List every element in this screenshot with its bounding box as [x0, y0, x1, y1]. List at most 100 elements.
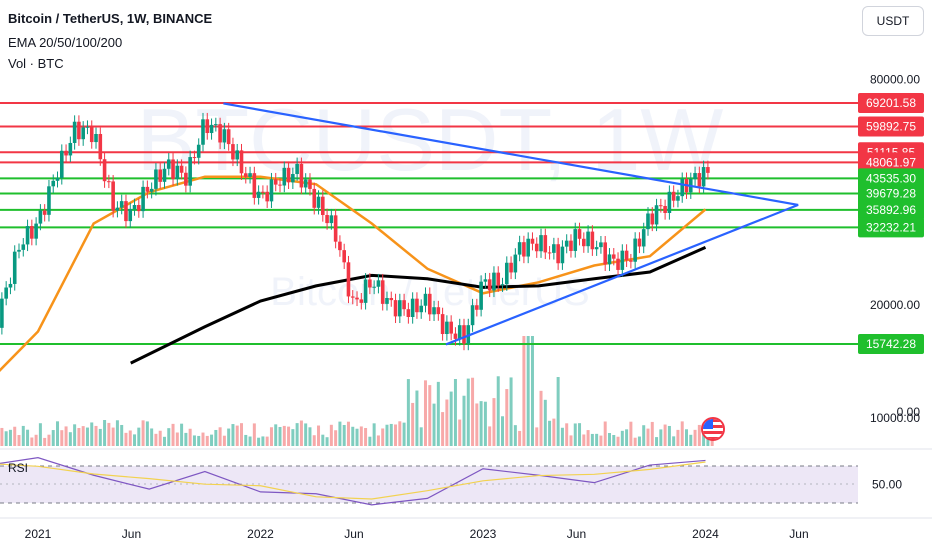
candle-body	[449, 321, 453, 334]
candle-body	[590, 231, 595, 250]
volume-legend[interactable]: Vol · BTC	[8, 56, 64, 71]
ema-line-orange	[0, 175, 707, 373]
candle-body	[376, 280, 381, 287]
us-flag-icon[interactable]	[701, 417, 725, 441]
candle-body	[363, 279, 368, 303]
candle-body	[385, 298, 389, 304]
support-price-label-bg	[858, 334, 924, 354]
volume-bar	[389, 423, 393, 446]
candle-body	[85, 126, 90, 128]
symbol-title[interactable]: Bitcoin / TetherUS, 1W, BINANCE	[8, 11, 213, 26]
currency-button[interactable]: USDT	[862, 6, 924, 36]
candle-body	[25, 226, 30, 245]
volume-bar	[381, 428, 385, 446]
candle-body	[12, 251, 17, 284]
indicator-legend[interactable]: EMA 20/50/100/200	[8, 35, 123, 50]
candle-body	[573, 229, 578, 251]
volume-bar	[629, 421, 633, 446]
volume-bar	[308, 427, 312, 446]
candle-body	[4, 287, 8, 299]
volume-bar	[244, 434, 248, 446]
candle-body	[338, 241, 342, 251]
candle-body	[620, 250, 625, 270]
volume-bar	[513, 425, 517, 446]
candle-body	[316, 196, 321, 208]
volume-bar	[415, 390, 419, 446]
candle-body	[372, 286, 376, 288]
candle-body	[560, 246, 565, 264]
candle-body	[650, 213, 655, 225]
horizontal-levels[interactable]	[0, 102, 858, 345]
candle-body	[222, 129, 227, 143]
volume-bar	[4, 431, 8, 446]
volume-bar	[240, 423, 244, 446]
candle-body	[500, 284, 505, 286]
volume-bar	[201, 432, 205, 446]
volume-bar	[693, 429, 697, 446]
volume-bar	[103, 420, 107, 446]
candle-body	[582, 238, 586, 247]
rsi-legend[interactable]: RSI	[8, 461, 29, 475]
candle-body	[693, 173, 697, 180]
volume-bar	[94, 425, 98, 446]
candle-body	[166, 159, 171, 169]
volume-bar	[582, 434, 586, 446]
candle-body	[603, 242, 608, 265]
time-axis[interactable]: 2021 Jun 2022 Jun 2023 Jun 2024 Jun	[25, 527, 809, 541]
candle-body	[68, 142, 73, 156]
volume-bar	[607, 433, 611, 446]
candle-body	[77, 121, 81, 140]
candle-body	[492, 272, 496, 291]
candle-body	[179, 165, 184, 173]
candle-body	[329, 215, 334, 224]
trendlines[interactable]	[223, 102, 799, 346]
volume-bar	[184, 432, 188, 446]
candle-body	[51, 180, 56, 187]
candle-body	[398, 300, 402, 317]
volume-bar	[90, 422, 94, 446]
candle-body	[475, 305, 479, 310]
volume-bar	[436, 381, 440, 446]
candle-body	[115, 207, 120, 211]
price-axis[interactable]: 80000.00 20000.00 10000.000.00 50.00	[870, 72, 920, 491]
candle-body	[432, 307, 436, 315]
volume-bar	[197, 435, 201, 446]
volume-bar	[633, 437, 637, 446]
time-tick-label: 2022	[247, 527, 274, 541]
candle-body	[697, 173, 702, 187]
volume-bar	[30, 437, 34, 446]
volume-bar	[141, 420, 145, 446]
volume-bar	[535, 427, 539, 446]
volume-bar	[565, 423, 569, 446]
time-tick-label: Jun	[344, 527, 363, 541]
candle-body	[226, 129, 231, 145]
volume-bar	[317, 425, 321, 446]
volume-bar	[34, 434, 38, 446]
volume-bar	[590, 433, 594, 446]
candle-body	[98, 133, 103, 160]
candle-body	[21, 244, 26, 250]
price-labels[interactable]: 69201.5859892.7551115.8548061.9743535.30…	[858, 93, 924, 354]
volume-bar	[620, 430, 624, 446]
volume-bar	[479, 401, 483, 446]
support-price-label-bg	[858, 168, 924, 189]
volume-bar	[321, 434, 325, 446]
candle-body	[569, 240, 573, 251]
candle-body	[81, 127, 85, 140]
resistance-price-label: 59892.75	[866, 120, 916, 134]
volume-bar	[56, 421, 60, 446]
candle-body	[248, 173, 252, 177]
candle-body	[124, 201, 128, 222]
candle-body	[646, 213, 650, 230]
candle-body	[239, 150, 244, 174]
volume-bar	[483, 401, 487, 446]
candle-body	[663, 205, 667, 214]
volume-bar	[222, 435, 226, 446]
volume-bar	[133, 434, 137, 446]
rsi-tick-label: 50.00	[872, 478, 902, 492]
candle-body	[282, 167, 287, 186]
volume-bar	[655, 437, 659, 446]
volume-bar	[406, 379, 410, 446]
candle-body	[637, 238, 642, 247]
